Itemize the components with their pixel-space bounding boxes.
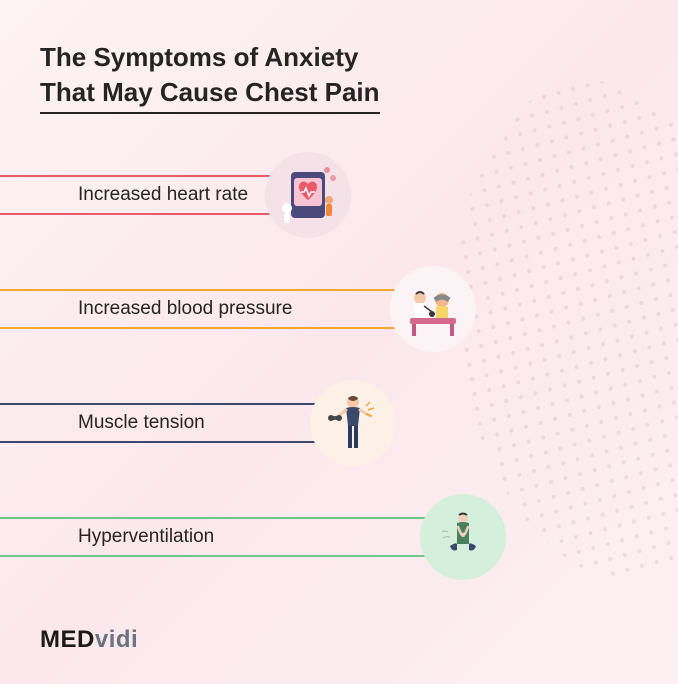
symptom-label: Increased blood pressure (78, 298, 292, 320)
page-title: The Symptoms of Anxiety That May Cause C… (40, 40, 678, 114)
title-line-1: The Symptoms of Anxiety (40, 42, 358, 72)
logo-part-2: vidi (95, 626, 138, 653)
heart-rate-icon (265, 152, 351, 238)
logo-part-1: MED (40, 626, 95, 653)
breathing-icon (420, 494, 506, 580)
symptom-item-heart-rate: Increased heart rate (0, 164, 678, 226)
symptom-bar: Increased heart rate (0, 175, 305, 215)
muscle-tension-icon (310, 380, 396, 466)
symptom-bar: Increased blood pressure (0, 289, 430, 329)
blood-pressure-icon (390, 266, 476, 352)
symptom-item-muscle-tension: Muscle tension (0, 392, 678, 454)
symptom-label: Increased heart rate (78, 184, 248, 206)
brand-logo: MEDvidi (40, 626, 138, 654)
symptom-label: Hyperventilation (78, 526, 214, 548)
infographic-container: The Symptoms of Anxiety That May Cause C… (0, 0, 678, 684)
symptom-bar: Hyperventilation (0, 517, 460, 557)
title-line-2: That May Cause Chest Pain (40, 75, 380, 114)
symptom-bar: Muscle tension (0, 403, 348, 443)
symptom-item-hyperventilation: Hyperventilation (0, 506, 678, 568)
symptom-list: Increased heart rate (0, 164, 678, 568)
symptom-item-blood-pressure: Increased blood pressure (0, 278, 678, 340)
symptom-label: Muscle tension (78, 412, 205, 434)
